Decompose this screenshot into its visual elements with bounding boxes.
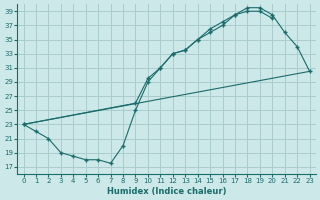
X-axis label: Humidex (Indice chaleur): Humidex (Indice chaleur) — [107, 187, 226, 196]
